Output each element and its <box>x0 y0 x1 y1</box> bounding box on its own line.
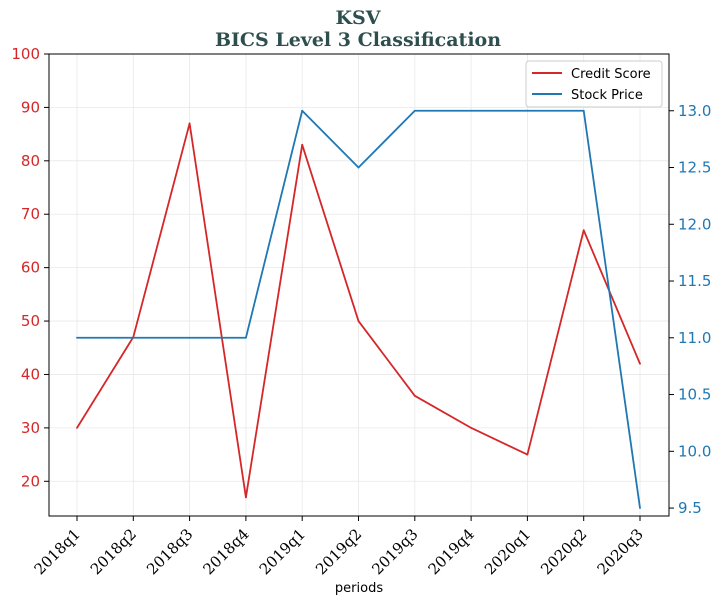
y-right-tick-label: 12.0 <box>678 215 711 233</box>
plot-frame <box>48 53 670 517</box>
data-point-credit-score <box>301 143 304 146</box>
data-point-credit-score <box>526 453 529 456</box>
x-tick-label: 2019q4 <box>425 525 478 578</box>
x-tick-label: 2020q3 <box>594 525 647 578</box>
data-point-stock-price <box>188 336 191 339</box>
grid <box>49 53 669 516</box>
data-point-credit-score <box>413 394 416 397</box>
y-right-tick-label: 12.5 <box>678 159 711 177</box>
chart-subtitle: BICS Level 3 Classification <box>215 29 501 51</box>
x-tick-label: 2018q3 <box>143 525 196 578</box>
y-left-tick-label: 60 <box>21 259 40 277</box>
x-tick-label: 2018q1 <box>31 525 84 578</box>
data-point-stock-price <box>132 336 135 339</box>
data-point-credit-score <box>582 229 585 232</box>
x-tick-label: 2019q2 <box>312 525 365 578</box>
data-point-credit-score <box>470 426 472 429</box>
data-point-credit-score <box>76 426 78 429</box>
y-left-tick-label: 40 <box>21 365 40 383</box>
y-left-tick-label: 90 <box>21 98 40 116</box>
data-point-stock-price <box>301 109 304 112</box>
y-right-tick-label: 13.0 <box>678 102 711 120</box>
y-left-tick-label: 50 <box>21 312 40 330</box>
y-right-tick-label: 10.0 <box>678 442 711 460</box>
y-left-tick-label: 30 <box>21 419 40 437</box>
data-point-credit-score <box>357 320 360 322</box>
y-right-tick-label: 9.5 <box>678 499 702 517</box>
data-point-stock-price <box>526 109 529 112</box>
data-point-stock-price <box>470 109 472 112</box>
data-point-credit-score <box>639 362 641 365</box>
ticks: 2018q1 2018q2 2018q3 2018q4 2019q1 2019q2 2019… <box>11 45 711 578</box>
data-point-stock-price <box>413 109 416 112</box>
series-lines <box>76 109 641 509</box>
x-tick-label: 2020q2 <box>537 525 590 578</box>
x-tick-label: 2018q2 <box>87 525 140 578</box>
data-point-stock-price <box>357 166 360 169</box>
legend: Credit Score Stock Price <box>525 60 663 108</box>
y-right-tick-label: 10.5 <box>678 386 711 404</box>
y-left-tick-label: 80 <box>21 152 40 170</box>
x-tick-label: 2019q1 <box>256 525 309 578</box>
data-point-credit-score <box>245 496 247 499</box>
y-right-tick-label: 11.0 <box>678 329 711 347</box>
y-right-tick-label: 11.5 <box>678 272 711 290</box>
x-tick-label: 2018q4 <box>199 525 252 578</box>
data-point-stock-price <box>582 109 585 112</box>
data-point-stock-price <box>76 336 78 339</box>
chart-title: KSV <box>336 7 382 29</box>
data-point-stock-price <box>639 507 641 509</box>
y-left-tick-label: 100 <box>11 45 40 63</box>
x-axis-label: periods <box>335 581 383 596</box>
legend-label-credit-score: Credit Score <box>571 67 651 82</box>
legend-label-stock-price: Stock Price <box>571 88 643 103</box>
y-left-tick-label: 70 <box>21 205 40 223</box>
x-tick-label: 2019q3 <box>368 525 421 578</box>
data-point-stock-price <box>245 336 247 339</box>
y-left-tick-label: 20 <box>21 472 40 490</box>
data-point-credit-score <box>188 122 191 125</box>
x-tick-label: 2020q1 <box>481 525 534 578</box>
